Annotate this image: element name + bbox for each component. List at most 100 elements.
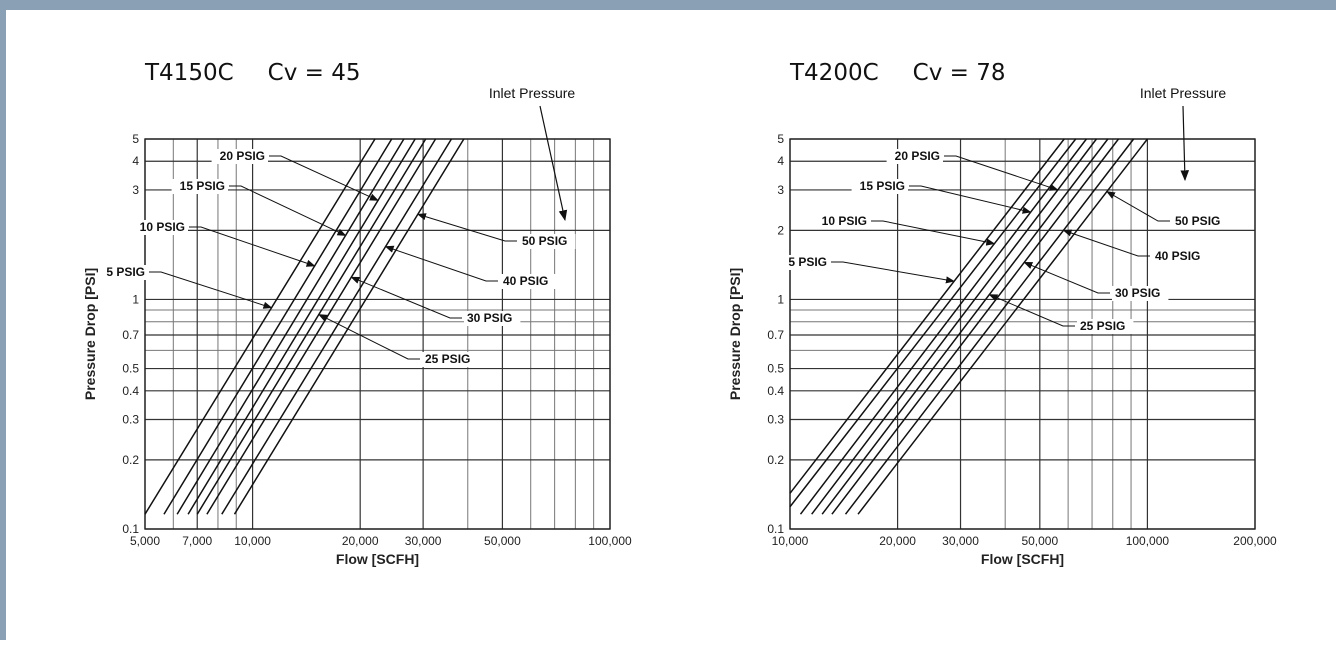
series-line — [233, 138, 465, 515]
series-leader-arrow — [871, 220, 996, 246]
y-tick-label: 0.4 — [767, 384, 784, 398]
series-label: 40 PSIG — [503, 274, 548, 288]
x-tick-label: 50,000 — [1021, 534, 1058, 548]
x-tick-label: 5,000 — [130, 534, 160, 548]
series-leader-arrow — [1023, 261, 1110, 294]
chart-t4150c: T4150C Cv = 45 5,000 7,000 10,000 20,000 30,0… — [60, 40, 660, 620]
series-label: 20 PSIG — [895, 149, 940, 163]
y-tick-label: 0.7 — [767, 328, 784, 342]
series-label: 50 PSIG — [522, 234, 567, 248]
tick-labels: 5,000 7,000 10,000 20,000 30,000 50,000 100,00… — [122, 132, 632, 548]
chart-heading: T4200C Cv = 78 — [790, 60, 1006, 86]
y-tick-label: 0.1 — [767, 522, 784, 536]
series-lines — [789, 138, 1149, 515]
y-tick-label: 3 — [777, 183, 784, 197]
annotation-inlet-pressure: Inlet Pressure — [489, 85, 576, 101]
x-tick-label: 100,000 — [1126, 534, 1170, 548]
y-tick-label: 0.5 — [122, 362, 139, 376]
cv-label: Cv = 45 — [267, 60, 361, 86]
series-label: 5 PSIG — [788, 255, 827, 269]
series-label: 30 PSIG — [467, 311, 512, 325]
series-leader-arrow — [269, 155, 379, 201]
series-label: 15 PSIG — [860, 179, 905, 193]
chart-svg: 5,000 7,000 10,000 20,000 30,000 50,000 100,00… — [82, 85, 632, 567]
series-line — [811, 138, 1098, 515]
x-tick-label: 20,000 — [879, 534, 916, 548]
series-line — [844, 138, 1135, 515]
x-tick-label: 20,000 — [342, 534, 379, 548]
series-label-bg — [1077, 319, 1134, 334]
series-label: 20 PSIG — [220, 149, 265, 163]
y-tick-label: 5 — [132, 132, 139, 146]
series-leader-arrow — [831, 261, 955, 284]
cv-label: Cv = 78 — [912, 60, 1006, 86]
chart-t4200c: T4200C Cv = 78 10,000 20,000 30,000 50,000 10… — [705, 40, 1305, 620]
series-leader-arrow — [909, 185, 1032, 214]
series-label-bg — [1172, 214, 1229, 229]
series-leader-arrow — [189, 226, 316, 267]
series-leader-arrow — [416, 213, 517, 242]
series-label-bg — [851, 179, 908, 194]
series-line — [187, 138, 416, 515]
plot-border — [144, 138, 611, 530]
y-axis-label: Pressure Drop [PSI] — [82, 268, 98, 400]
y-tick-label: 0.2 — [767, 453, 784, 467]
series-line — [821, 138, 1109, 515]
series-label-bg — [422, 352, 479, 367]
series-label: 25 PSIG — [425, 352, 470, 366]
series-label: 25 PSIG — [1080, 319, 1125, 333]
series-label-bg — [211, 149, 268, 164]
annotation-inlet-pressure: Inlet Pressure — [1140, 85, 1227, 101]
series-leader-arrow — [149, 271, 273, 309]
y-tick-label: 3 — [132, 183, 139, 197]
series-line — [196, 138, 427, 515]
series-leader-arrow — [350, 276, 462, 319]
series-line — [206, 138, 437, 515]
x-axis-label: Flow [SCFH] — [981, 551, 1064, 567]
series-label-bg — [171, 179, 228, 194]
y-tick-label: 4 — [132, 154, 139, 168]
plot-border — [789, 138, 1256, 530]
series-label: 5 PSIG — [106, 265, 145, 279]
model-label: T4150C — [145, 60, 234, 86]
x-axis-label: Flow [SCFH] — [336, 551, 419, 567]
series-leader-arrow — [988, 294, 1075, 327]
y-axis-label: Pressure Drop [PSI] — [727, 268, 743, 400]
series-line — [144, 138, 376, 515]
x-tick-label: 10,000 — [234, 534, 271, 548]
series-leader-arrow — [1062, 229, 1150, 257]
series-label-bg — [500, 274, 557, 289]
series-line — [831, 138, 1120, 515]
model-label: T4200C — [790, 60, 879, 86]
series-label: 15 PSIG — [180, 179, 225, 193]
series-lines — [144, 138, 465, 515]
series-leader-arrow — [944, 155, 1059, 191]
y-tick-label: 0.3 — [122, 412, 139, 426]
grid — [144, 138, 611, 530]
annotation-arrow — [1180, 105, 1190, 182]
series-leader-arrow — [229, 185, 347, 236]
series-labels: 5 PSIG 10 PSIG 15 PSIG 20 PSIG 25 PSIG 30 PSI… — [780, 149, 1229, 334]
x-tick-label: 100,000 — [588, 534, 632, 548]
y-tick-label: 0.7 — [122, 328, 139, 342]
series-line — [857, 138, 1149, 515]
chart-svg: 10,000 20,000 30,000 50,000 100,000 200,000 0.… — [727, 85, 1277, 567]
series-label: 50 PSIG — [1175, 214, 1220, 228]
series-label: 10 PSIG — [822, 214, 867, 228]
series-line — [163, 138, 393, 515]
series-line — [221, 138, 453, 515]
tick-labels: 10,000 20,000 30,000 50,000 100,000 200,000 0.… — [767, 132, 1277, 548]
y-tick-label: 5 — [777, 132, 784, 146]
x-tick-label: 7,000 — [182, 534, 212, 548]
y-tick-label: 0.1 — [122, 522, 139, 536]
series-label-bg — [131, 220, 188, 235]
series-leader-arrow — [318, 314, 420, 360]
series-label: 30 PSIG — [1115, 286, 1160, 300]
series-label: 10 PSIG — [140, 220, 185, 234]
series-line — [176, 138, 405, 515]
frame-top-border — [0, 0, 1336, 10]
y-tick-label: 1 — [132, 292, 139, 306]
x-tick-label: 30,000 — [942, 534, 979, 548]
series-label: 40 PSIG — [1155, 249, 1200, 263]
x-tick-label: 10,000 — [772, 534, 809, 548]
